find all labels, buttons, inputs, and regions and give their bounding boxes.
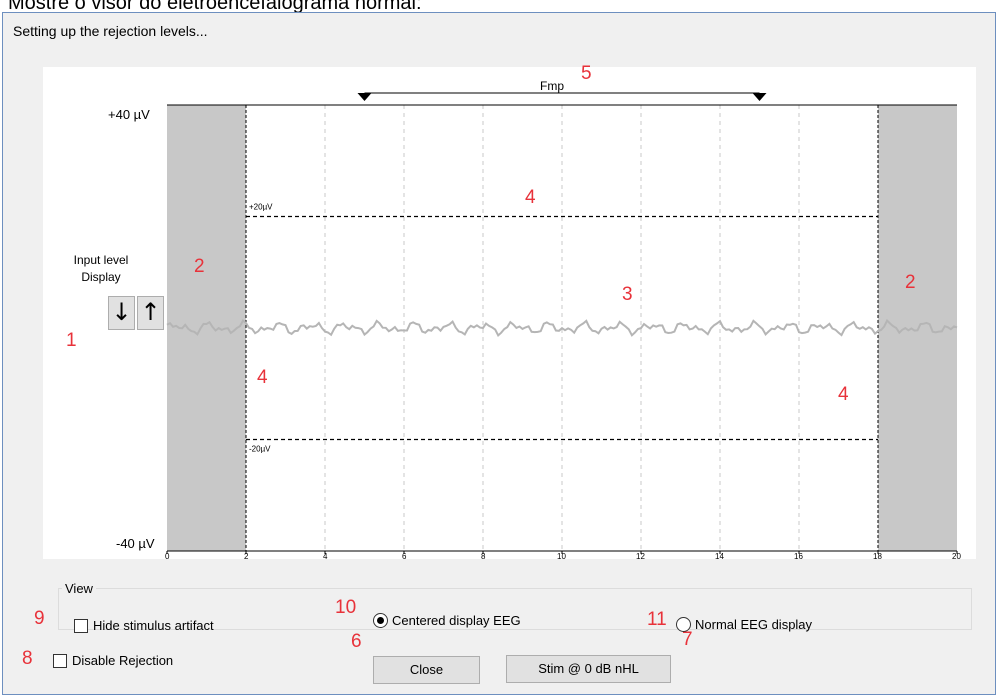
centered-eeg-radio-dot[interactable] [373,613,388,628]
page-caption: Mostre o visor do eletroencefalograma no… [8,0,422,14]
fmp-arrow [357,93,372,101]
dialog-title: Setting up the rejection levels... [13,23,208,39]
stim-button[interactable]: Stim @ 0 dB nHL [506,655,671,683]
x-tick-label: 8 [481,552,486,559]
marker-11: 11 [647,609,667,630]
marker-9: 9 [34,608,45,629]
marker-5: 5 [581,63,592,84]
x-tick-label: 14 [715,552,724,559]
marker-4-left: 4 [257,367,268,388]
marker-1: 1 [66,330,77,351]
x-tick-label: 6 [402,552,407,559]
view-groupbox [58,588,972,630]
disable-rejection-checkbox[interactable]: Disable Rejection [53,653,173,668]
hide-stimulus-box[interactable] [74,618,88,633]
x-tick-label: 12 [636,552,645,559]
hide-stimulus-checkbox[interactable]: Hide stimulus artifact [74,618,214,633]
close-button[interactable]: Close [373,656,480,684]
upper-level-label: +20µV [249,203,273,212]
marker-8: 8 [22,648,33,669]
fmp-arrow [752,93,767,101]
marker-7: 7 [682,629,693,650]
marker-2-right: 2 [905,272,916,293]
marker-6: 6 [351,631,362,652]
y-bottom-label: -40 µV [116,536,155,551]
input-level-label: Input level Display [56,252,146,286]
shaded-region [878,105,957,551]
eeg-plot-svg: +20µV -20µV Fmp 0 2 4 6 8 10 12 14 16 18 20 [165,79,961,559]
x-tick-label: 20 [952,552,961,559]
disable-rejection-label: Disable Rejection [72,653,174,668]
marker-4-right: 4 [838,384,849,405]
x-tick-label: 0 [165,552,170,559]
lower-level-label: -20µV [249,445,271,454]
marker-2-left: 2 [194,256,205,277]
disable-rejection-box[interactable] [53,653,67,668]
marker-10: 10 [335,597,357,618]
input-level-line1: Input level [73,253,129,267]
x-tick-label: 2 [244,552,249,559]
centered-eeg-radio[interactable]: Centered display EEG [373,613,521,628]
normal-eeg-label: Normal EEG display [695,617,813,632]
x-tick-label: 4 [323,552,328,559]
eeg-trace [166,318,958,338]
normal-eeg-radio-dot[interactable] [676,617,691,632]
x-tick-label: 10 [557,552,566,559]
centered-eeg-label: Centered display EEG [392,613,521,628]
input-level-down-button[interactable]: ↓ [108,296,135,330]
marker-3: 3 [622,284,633,305]
hide-stimulus-label: Hide stimulus artifact [93,618,214,633]
input-level-line2: Display [81,270,121,284]
x-tick-label: 18 [873,552,882,559]
y-top-label: +40 µV [108,107,150,122]
marker-4-top: 4 [525,187,536,208]
x-tick-label: 16 [794,552,803,559]
input-level-up-button[interactable]: ↑ [137,296,164,330]
view-group-title: View [62,581,96,596]
fmp-label: Fmp [540,79,564,93]
eeg-plot: +20µV -20µV Fmp 0 2 4 6 8 10 12 14 16 18 20 [43,67,976,559]
normal-eeg-radio[interactable]: Normal EEG display [676,617,812,632]
